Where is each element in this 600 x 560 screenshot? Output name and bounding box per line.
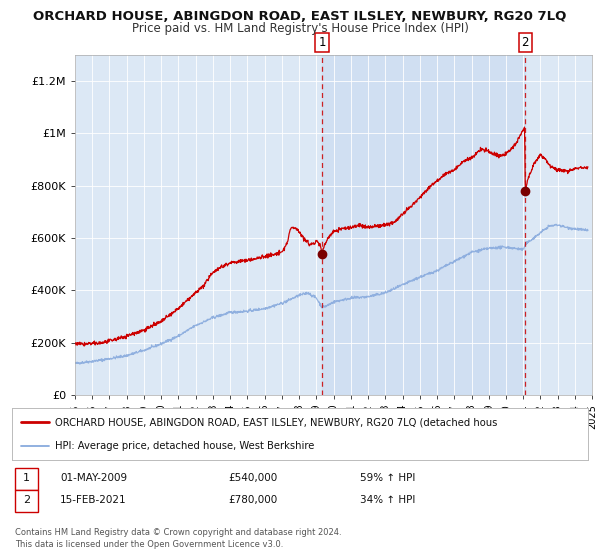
Text: 2: 2 (23, 495, 30, 505)
Text: 1: 1 (318, 36, 326, 49)
Text: 59% ↑ HPI: 59% ↑ HPI (360, 473, 415, 483)
Text: ORCHARD HOUSE, ABINGDON ROAD, EAST ILSLEY, NEWBURY, RG20 7LQ: ORCHARD HOUSE, ABINGDON ROAD, EAST ILSLE… (34, 10, 566, 23)
Text: HPI: Average price, detached house, West Berkshire: HPI: Average price, detached house, West… (55, 441, 314, 451)
Text: 2: 2 (521, 36, 529, 49)
Text: ORCHARD HOUSE, ABINGDON ROAD, EAST ILSLEY, NEWBURY, RG20 7LQ (detached hous: ORCHARD HOUSE, ABINGDON ROAD, EAST ILSLE… (55, 417, 497, 427)
Text: Price paid vs. HM Land Registry's House Price Index (HPI): Price paid vs. HM Land Registry's House … (131, 22, 469, 35)
Text: £780,000: £780,000 (228, 495, 277, 505)
Text: £540,000: £540,000 (228, 473, 277, 483)
Bar (322, 55, 526, 395)
Text: 34% ↑ HPI: 34% ↑ HPI (360, 495, 415, 505)
Text: 1: 1 (23, 473, 30, 483)
Text: 15-FEB-2021: 15-FEB-2021 (60, 495, 127, 505)
Text: 01-MAY-2009: 01-MAY-2009 (60, 473, 127, 483)
Text: Contains HM Land Registry data © Crown copyright and database right 2024.
This d: Contains HM Land Registry data © Crown c… (15, 528, 341, 549)
